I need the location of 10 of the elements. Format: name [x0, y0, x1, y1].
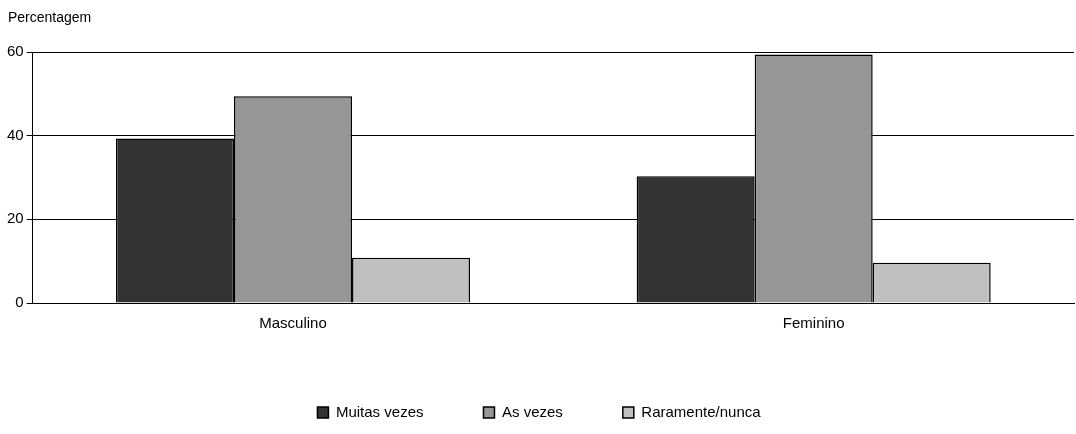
legend-label: As vezes [501, 402, 563, 420]
x-tick-label: Feminino [782, 314, 845, 332]
x-tick-label: Masculino [259, 314, 327, 332]
legend-label: Raramente/nunca [641, 402, 762, 420]
y-tick-label: 0 [15, 293, 24, 311]
y-tick-label: 20 [7, 209, 24, 227]
legend-label: Muitas vezes [335, 402, 424, 420]
y-tick-label: 40 [7, 125, 24, 143]
y-axis-title: Percentagem [8, 8, 92, 25]
y-tick-label: 60 [7, 42, 24, 60]
